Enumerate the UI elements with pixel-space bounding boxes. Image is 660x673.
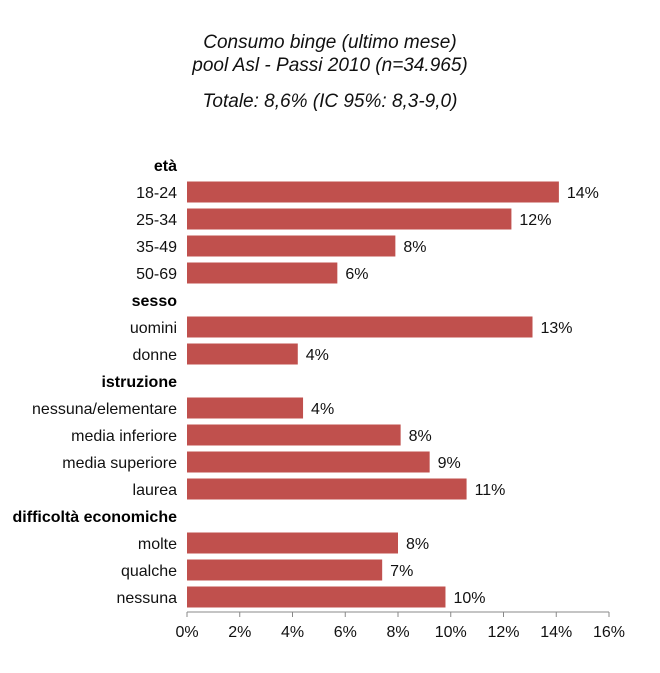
category-label: laurea <box>133 482 178 499</box>
data-label: 8% <box>403 239 426 256</box>
category-label: media superiore <box>62 455 177 472</box>
category-label: uomini <box>130 320 177 337</box>
category-label: 18-24 <box>136 185 177 202</box>
bar <box>187 424 401 446</box>
data-label: 9% <box>438 455 461 472</box>
x-tick-label: 2% <box>228 624 251 641</box>
x-tick-label: 12% <box>487 624 519 641</box>
data-label: 8% <box>409 428 432 445</box>
data-label: 12% <box>519 212 551 229</box>
bar <box>187 451 430 473</box>
bar <box>187 316 533 338</box>
category-label: nessuna/elementare <box>32 401 177 418</box>
chart-annotation: Totale: 8,6% (IC 95%: 8,3-9,0) <box>202 91 458 112</box>
x-tick-label: 14% <box>540 624 572 641</box>
category-label: donne <box>133 347 178 364</box>
group-heading: età <box>154 158 177 175</box>
data-label: 7% <box>390 563 413 580</box>
data-label: 4% <box>306 347 329 364</box>
x-tick-label: 6% <box>334 624 357 641</box>
bar <box>187 181 559 203</box>
x-tick-label: 4% <box>281 624 304 641</box>
group-heading: sesso <box>132 293 178 310</box>
chart-title: Consumo binge (ultimo mese) <box>203 32 457 53</box>
bar <box>187 397 304 419</box>
x-tick-label: 0% <box>175 624 198 641</box>
data-label: 11% <box>475 482 506 499</box>
group-heading: difficoltà economiche <box>13 509 178 526</box>
bar <box>187 208 512 230</box>
chart-subtitle: pool Asl - Passi 2010 (n=34.965) <box>192 55 468 76</box>
bar <box>187 478 467 500</box>
data-label: 8% <box>406 536 429 553</box>
category-label: molte <box>138 536 177 553</box>
data-label: 13% <box>541 320 573 337</box>
category-label: qualche <box>121 563 177 580</box>
data-label: 14% <box>567 185 599 202</box>
x-tick-label: 16% <box>593 624 625 641</box>
data-label: 4% <box>311 401 334 418</box>
category-label: 25-34 <box>136 212 177 229</box>
category-label: nessuna <box>117 590 178 607</box>
x-tick-label: 10% <box>435 624 467 641</box>
category-label: 35-49 <box>136 239 177 256</box>
bar <box>187 532 398 554</box>
category-label: 50-69 <box>136 266 177 283</box>
bar <box>187 586 446 608</box>
bar <box>187 262 338 284</box>
x-tick-label: 8% <box>386 624 409 641</box>
bar <box>187 235 396 257</box>
group-heading: istruzione <box>101 374 177 391</box>
data-label: 10% <box>453 590 485 607</box>
data-label: 6% <box>345 266 368 283</box>
bar <box>187 559 383 581</box>
bar <box>187 343 298 365</box>
category-label: media inferiore <box>71 428 177 445</box>
